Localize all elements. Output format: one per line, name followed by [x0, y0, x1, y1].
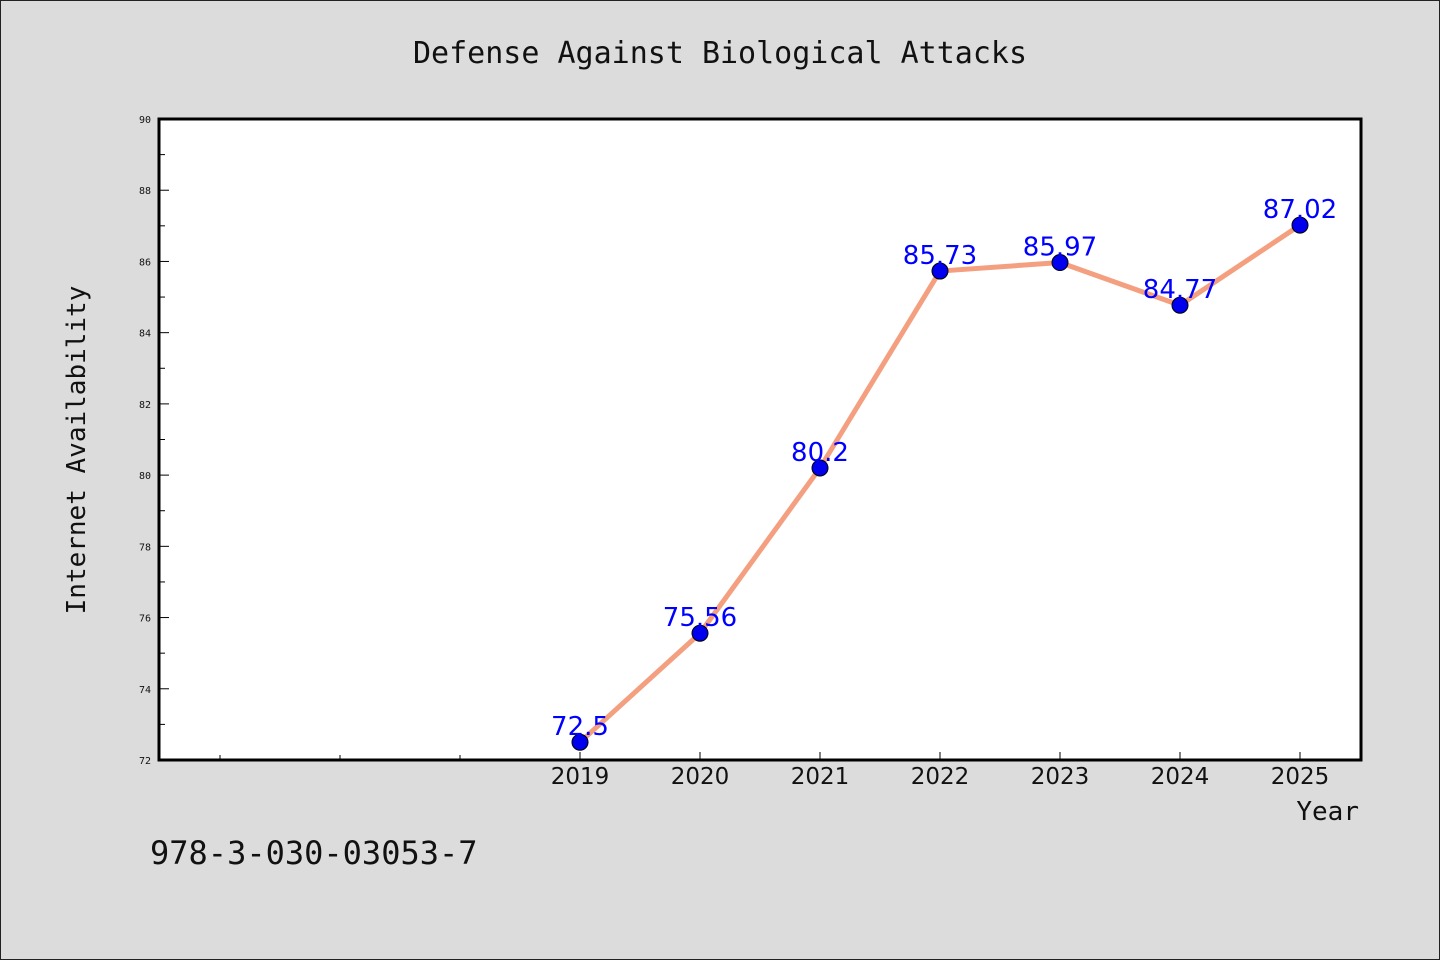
- y-tick-label: 86: [139, 257, 151, 268]
- data-label: 87.02: [1263, 195, 1337, 225]
- y-tick-label: 76: [139, 614, 151, 625]
- x-tick-label: 2024: [1151, 764, 1210, 790]
- y-axis-label: Internet Availability: [62, 286, 92, 615]
- chart-title: Defense Against Biological Attacks: [413, 36, 1027, 71]
- y-tick-label: 84: [139, 329, 151, 340]
- y-tick-label: 72: [139, 756, 151, 767]
- data-point: [931, 262, 949, 280]
- data-label: 85.97: [1023, 233, 1097, 263]
- data-point: [691, 624, 709, 642]
- x-axis: 2019 2020 2021 2022 2023 2024 2025: [219, 752, 1330, 790]
- data-labels: 72.5 75.56 80.2 85.73 85.97 84.77 87.02: [551, 195, 1337, 742]
- y-tick-label: 82: [139, 400, 151, 411]
- footer-code: 978-3-030-03053-7: [150, 834, 478, 872]
- data-label: 72.5: [551, 712, 609, 742]
- data-label: 75.56: [663, 603, 737, 633]
- x-tick-label: 2022: [911, 764, 970, 790]
- x-tick-label: 2023: [1031, 764, 1090, 790]
- x-tick-label: 2021: [791, 764, 850, 790]
- y-axis: 72 74 76 78 80 82 84 86 88 90: [139, 115, 169, 767]
- x-tick-label: 2020: [671, 764, 730, 790]
- data-point: [1171, 296, 1189, 314]
- data-point: [1291, 216, 1309, 234]
- data-label: 84.77: [1143, 275, 1217, 305]
- y-tick-label: 90: [139, 115, 151, 126]
- y-tick-label: 74: [139, 685, 151, 696]
- plot-area: [157, 117, 1363, 762]
- y-tick-label: 80: [139, 471, 151, 482]
- y-tick-label: 78: [139, 542, 151, 553]
- data-point: [811, 459, 829, 477]
- x-axis-label: Year: [1296, 797, 1359, 827]
- data-label: 80.2: [791, 438, 849, 468]
- series-markers: [571, 216, 1309, 751]
- x-tick-label: 2025: [1271, 764, 1330, 790]
- y-tick-label: 88: [139, 186, 151, 197]
- data-point: [571, 733, 589, 751]
- data-label: 85.73: [903, 241, 977, 271]
- data-point: [1051, 254, 1069, 272]
- x-tick-label: 2019: [551, 764, 610, 790]
